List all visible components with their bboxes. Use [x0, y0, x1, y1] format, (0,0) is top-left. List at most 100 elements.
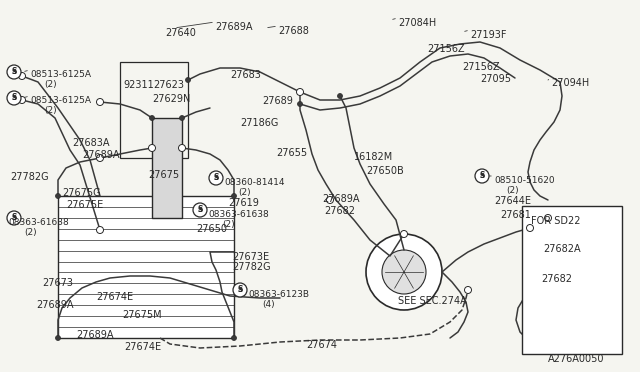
- Text: S: S: [479, 171, 484, 180]
- Text: A276A0050: A276A0050: [548, 354, 605, 364]
- Text: S: S: [479, 173, 484, 179]
- Text: 27782G: 27782G: [10, 172, 49, 182]
- Circle shape: [382, 250, 426, 294]
- Circle shape: [10, 215, 17, 221]
- Circle shape: [232, 336, 237, 340]
- Text: 27689: 27689: [262, 96, 293, 106]
- Text: 27681: 27681: [500, 210, 531, 220]
- Text: 27655: 27655: [276, 148, 307, 158]
- Text: 27782G: 27782G: [232, 262, 271, 272]
- Text: 27673E: 27673E: [232, 252, 269, 262]
- Text: S: S: [198, 207, 202, 213]
- Text: 27673: 27673: [42, 278, 73, 288]
- Text: 27629N: 27629N: [152, 94, 190, 104]
- Text: 08513-6125A: 08513-6125A: [30, 70, 91, 79]
- Text: (2): (2): [506, 186, 518, 195]
- Text: 27186G: 27186G: [240, 118, 278, 128]
- Circle shape: [401, 231, 408, 237]
- Text: 27689A: 27689A: [36, 300, 74, 310]
- Text: FOR SD22: FOR SD22: [531, 216, 580, 226]
- Text: S: S: [12, 69, 17, 75]
- Text: 27683A: 27683A: [72, 138, 109, 148]
- Text: 16182M: 16182M: [354, 152, 393, 162]
- Bar: [120, 62, 188, 158]
- Bar: [522, 206, 622, 354]
- Text: 27689A: 27689A: [215, 22, 253, 32]
- Text: 27674: 27674: [306, 340, 337, 350]
- Text: 27682: 27682: [324, 206, 355, 216]
- Text: 08363-61638: 08363-61638: [208, 210, 269, 219]
- Circle shape: [56, 193, 61, 199]
- Text: 27689A: 27689A: [82, 150, 120, 160]
- Text: 92311: 92311: [123, 80, 154, 90]
- Circle shape: [366, 234, 442, 310]
- Text: 27688: 27688: [278, 26, 309, 36]
- Circle shape: [326, 196, 333, 203]
- Circle shape: [237, 286, 243, 294]
- Text: 27640: 27640: [165, 28, 196, 38]
- Text: 08360-81414: 08360-81414: [224, 178, 285, 187]
- Circle shape: [186, 77, 191, 83]
- Circle shape: [19, 96, 26, 103]
- Text: 27674E: 27674E: [124, 342, 161, 352]
- Circle shape: [150, 115, 154, 121]
- Circle shape: [97, 227, 104, 234]
- Text: 27095: 27095: [480, 74, 511, 84]
- Circle shape: [19, 73, 26, 80]
- Circle shape: [97, 99, 104, 106]
- Text: 27650B: 27650B: [366, 166, 404, 176]
- Text: (2): (2): [44, 80, 56, 89]
- Text: 27156Z: 27156Z: [462, 62, 500, 72]
- Text: 27094H: 27094H: [551, 78, 589, 88]
- Circle shape: [7, 65, 21, 79]
- Circle shape: [193, 203, 207, 217]
- Circle shape: [7, 211, 21, 225]
- Text: S: S: [237, 287, 243, 293]
- Text: S: S: [237, 285, 243, 295]
- Circle shape: [196, 206, 204, 214]
- Circle shape: [475, 169, 489, 183]
- Text: (2): (2): [238, 188, 251, 197]
- Circle shape: [465, 286, 472, 294]
- Text: 08510-51620: 08510-51620: [494, 176, 555, 185]
- Circle shape: [527, 224, 534, 231]
- Circle shape: [97, 154, 104, 161]
- Circle shape: [56, 336, 61, 340]
- Text: SEE SEC.274A: SEE SEC.274A: [398, 296, 467, 306]
- Text: 27644E: 27644E: [494, 196, 531, 206]
- Text: S: S: [12, 214, 17, 222]
- Text: 27156Z: 27156Z: [427, 44, 465, 54]
- Circle shape: [209, 171, 223, 185]
- Text: S: S: [213, 173, 219, 183]
- Text: (4): (4): [262, 300, 275, 309]
- Circle shape: [179, 115, 184, 121]
- Text: S: S: [12, 215, 17, 221]
- Text: 27675: 27675: [148, 170, 179, 180]
- Text: 27675M: 27675M: [122, 310, 162, 320]
- Text: 08363-61638: 08363-61638: [8, 218, 68, 227]
- Circle shape: [296, 89, 303, 96]
- Text: S: S: [197, 205, 203, 215]
- Text: 27623: 27623: [153, 80, 184, 90]
- Circle shape: [479, 173, 486, 180]
- Text: 27675E: 27675E: [66, 200, 103, 210]
- Circle shape: [232, 193, 237, 199]
- Circle shape: [337, 93, 342, 99]
- Text: 27682: 27682: [541, 274, 572, 284]
- Circle shape: [298, 102, 303, 106]
- Text: 27682A: 27682A: [543, 244, 580, 254]
- Text: S: S: [214, 175, 218, 181]
- Text: (2): (2): [222, 220, 235, 229]
- Text: S: S: [12, 93, 17, 103]
- Text: 27674E: 27674E: [96, 292, 133, 302]
- Text: S: S: [12, 95, 17, 101]
- Bar: [152, 118, 182, 218]
- Text: (2): (2): [24, 228, 36, 237]
- Circle shape: [233, 283, 247, 297]
- Text: 27193F: 27193F: [470, 30, 506, 40]
- Bar: [58, 196, 234, 338]
- Text: 27689A: 27689A: [322, 194, 360, 204]
- Circle shape: [7, 91, 21, 105]
- Text: 27689A: 27689A: [76, 330, 113, 340]
- Text: 27619: 27619: [228, 198, 259, 208]
